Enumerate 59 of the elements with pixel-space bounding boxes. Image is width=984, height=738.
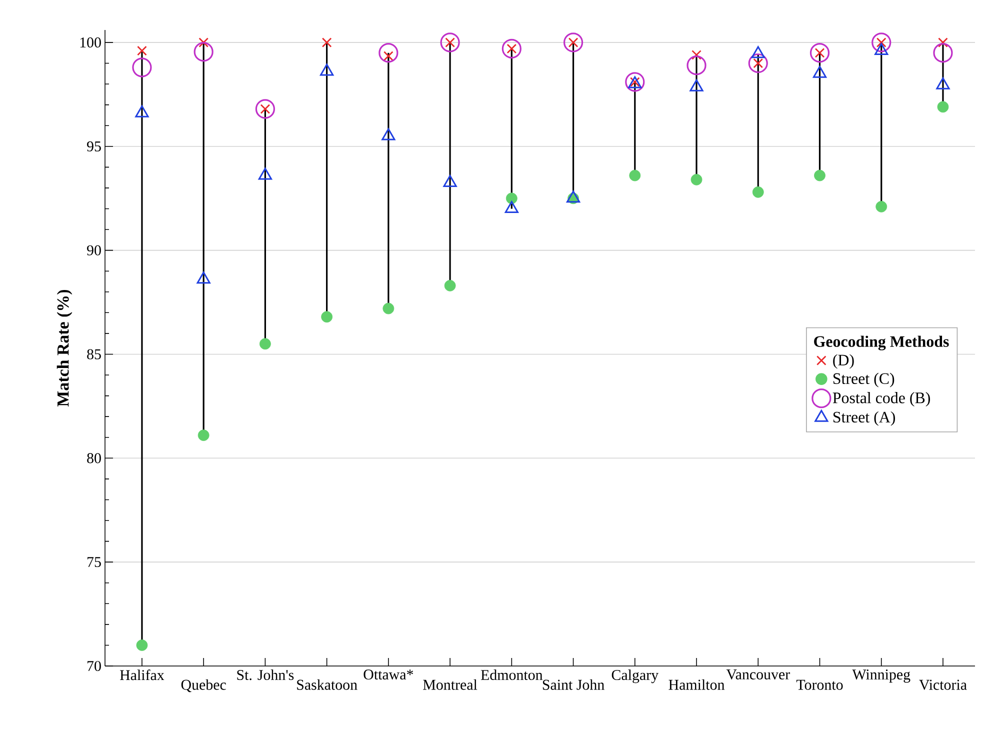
x-tick-label: Toronto xyxy=(796,680,843,690)
y-tick-label: 100 xyxy=(80,37,101,48)
point xyxy=(137,46,147,56)
y-tick-label: 95 xyxy=(87,141,101,152)
point xyxy=(563,32,584,52)
point xyxy=(938,38,948,48)
x-tick-label: St. John's xyxy=(237,670,294,680)
point xyxy=(937,101,949,113)
point xyxy=(136,640,148,651)
x-tick-label: Edmonton xyxy=(480,670,543,680)
point xyxy=(506,192,518,204)
x-tick-label: Saint John xyxy=(542,679,604,690)
point xyxy=(198,38,209,48)
y-tick-label: 85 xyxy=(87,349,101,360)
point xyxy=(132,58,152,78)
point xyxy=(443,175,457,188)
x-tick-label: Montreal xyxy=(423,679,478,690)
x-tick-label: Ottawa* xyxy=(364,670,414,680)
point xyxy=(690,174,702,186)
y-tick-label: 75 xyxy=(88,557,101,568)
point xyxy=(255,99,275,119)
point xyxy=(629,170,641,182)
y-tick-label: 70 xyxy=(88,660,101,672)
legend-label: Street (C) xyxy=(833,372,894,388)
point xyxy=(382,302,394,314)
x-tick-label: Halifax xyxy=(120,670,164,680)
point xyxy=(321,311,333,323)
x-tick-label: Calgary xyxy=(612,670,658,684)
point xyxy=(876,200,888,212)
point xyxy=(444,280,456,292)
y-tick-label: 90 xyxy=(87,245,101,256)
point xyxy=(810,43,830,63)
point xyxy=(752,186,764,198)
legend-label: (D) xyxy=(833,354,854,369)
point xyxy=(198,430,210,441)
x-tick-label: Winnipeg xyxy=(852,670,910,683)
legend-title: Geocoding Methods xyxy=(814,336,949,350)
y-tick-label: 80 xyxy=(87,453,101,464)
point xyxy=(194,42,214,62)
legend-label: Postal code (B) xyxy=(832,392,930,407)
legend-label: Street (A) xyxy=(833,411,895,426)
x-tick-label: Hamilton xyxy=(668,679,725,690)
x-tick-label: Vancouver xyxy=(726,670,790,680)
point xyxy=(814,170,826,182)
point xyxy=(260,338,271,350)
point xyxy=(440,32,460,52)
point xyxy=(933,43,953,63)
point xyxy=(625,72,645,92)
point xyxy=(686,56,706,76)
x-tick-label: Saskatoon xyxy=(297,679,358,690)
point xyxy=(378,43,398,63)
point xyxy=(872,32,892,52)
y-axis-title: Match Rate (%) xyxy=(56,290,72,406)
x-tick-label: Victoria xyxy=(919,680,967,690)
point xyxy=(502,38,522,58)
point xyxy=(322,38,332,48)
point xyxy=(748,53,768,74)
point xyxy=(692,50,702,60)
x-tick-label: Quebec xyxy=(181,679,226,692)
